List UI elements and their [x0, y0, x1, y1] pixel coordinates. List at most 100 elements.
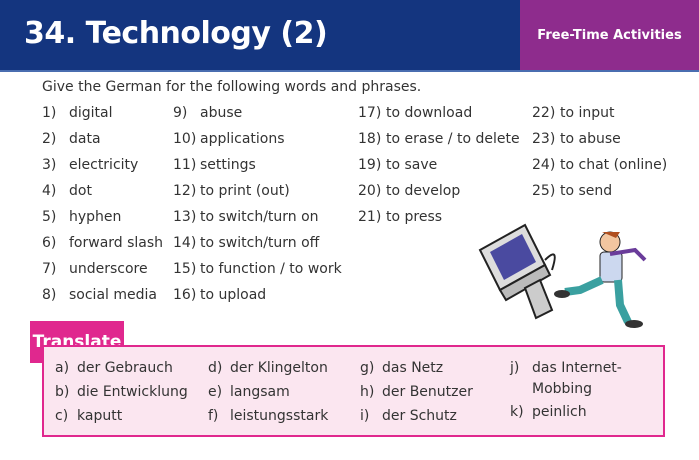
word-item: 1) digital [42, 105, 113, 121]
item-text: die Entwicklung [77, 384, 188, 400]
word-item: 23) to abuse [532, 131, 621, 147]
word-item: 24) to chat (online) [532, 157, 667, 173]
word-item: 9) abuse [173, 105, 242, 121]
item-text: social media [69, 287, 157, 303]
word-item: 4) dot [42, 183, 92, 199]
item-number: 11) [173, 157, 197, 173]
item-text: to save [386, 157, 438, 173]
item-letter: f) [208, 408, 219, 424]
item-text: peinlich [532, 404, 587, 420]
word-item: 6) forward slash [42, 235, 163, 251]
item-text: Mobbing [532, 381, 593, 397]
item-text: to send [560, 183, 613, 199]
item-letter: i) [360, 408, 370, 424]
page-title: 34. Technology (2) [24, 16, 328, 51]
word-item: 8) social media [42, 287, 157, 303]
item-text: to switch/turn on [200, 209, 319, 225]
word-item: 11) settings [173, 157, 256, 173]
word-item: 3) electricity [42, 157, 138, 173]
translate-item: b) die Entwicklung [55, 384, 188, 400]
item-number: 3) [42, 157, 57, 173]
item-letter: c) [55, 408, 69, 424]
item-number: 25) [532, 183, 556, 199]
translate-item: i) der Schutz [360, 408, 457, 424]
divider [0, 70, 699, 72]
item-text: to abuse [560, 131, 621, 147]
item-text: der Klingelton [230, 360, 328, 376]
translate-item: j) das Internet- [510, 360, 622, 376]
item-text: der Benutzer [382, 384, 473, 400]
item-number: 23) [532, 131, 556, 147]
item-letter: h) [360, 384, 375, 400]
item-number: 17) [358, 105, 382, 121]
word-item: 2) data [42, 131, 101, 147]
item-letter: b) [55, 384, 70, 400]
item-number: 7) [42, 261, 57, 277]
item-text: to upload [200, 287, 267, 303]
word-item: 10) applications [173, 131, 285, 147]
item-text: forward slash [69, 235, 164, 251]
category-badge: Free-Time Activities [520, 0, 699, 70]
item-text: to input [560, 105, 615, 121]
item-number: 19) [358, 157, 382, 173]
item-number: 15) [173, 261, 197, 277]
item-text: kaputt [77, 408, 123, 424]
translate-item: k) peinlich [510, 404, 587, 420]
item-text: to print (out) [200, 183, 290, 199]
item-text: to chat (online) [560, 157, 668, 173]
item-text: electricity [69, 157, 139, 173]
instructions: Give the German for the following words … [42, 79, 422, 95]
word-item: 15) to function / to work [173, 261, 342, 277]
item-number: 13) [173, 209, 197, 225]
translate-item: c) kaputt [55, 408, 122, 424]
word-item: 25) to send [532, 183, 612, 199]
header-band: 34. Technology (2) [0, 0, 520, 70]
item-text: to switch/turn off [200, 235, 320, 251]
item-text: das Netz [382, 360, 444, 376]
item-number: 8) [42, 287, 57, 303]
item-letter: a) [55, 360, 70, 376]
item-text: leistungsstark [230, 408, 329, 424]
item-text: abuse [200, 105, 243, 121]
translate-item: a) der Gebrauch [55, 360, 173, 376]
item-number: 21) [358, 209, 382, 225]
item-text: underscore [69, 261, 148, 277]
item-letter: e) [208, 384, 223, 400]
item-text: to press [386, 209, 443, 225]
translate-item: f) leistungsstark [208, 408, 328, 424]
word-item: 16) to upload [173, 287, 266, 303]
word-item: 17) to download [358, 105, 472, 121]
item-number: 14) [173, 235, 197, 251]
item-text: to develop [386, 183, 461, 199]
item-text: das Internet- [532, 360, 622, 376]
translate-item: Mobbing [510, 381, 592, 397]
word-item: 5) hyphen [42, 209, 121, 225]
item-number: 1) [42, 105, 57, 121]
item-letter: g) [360, 360, 375, 376]
item-text: to download [386, 105, 473, 121]
item-text: der Gebrauch [77, 360, 173, 376]
item-text: hyphen [69, 209, 122, 225]
item-number: 12) [173, 183, 197, 199]
item-letter: k) [510, 404, 524, 420]
word-item: 22) to input [532, 105, 615, 121]
item-text: applications [200, 131, 285, 147]
word-item: 18) to erase / to delete [358, 131, 520, 147]
item-text: langsam [230, 384, 290, 400]
item-number: 24) [532, 157, 556, 173]
word-item: 14) to switch/turn off [173, 235, 319, 251]
word-item: 20) to develop [358, 183, 460, 199]
word-item: 12) to print (out) [173, 183, 290, 199]
translate-item: h) der Benutzer [360, 384, 473, 400]
item-number: 22) [532, 105, 556, 121]
item-number: 2) [42, 131, 57, 147]
word-item: 13) to switch/turn on [173, 209, 319, 225]
translate-item: d) der Klingelton [208, 360, 328, 376]
item-number: 9) [173, 105, 188, 121]
item-text: to erase / to delete [386, 131, 520, 147]
item-letter: j) [510, 360, 520, 376]
item-letter: d) [208, 360, 223, 376]
item-text: digital [69, 105, 113, 121]
item-text: dot [69, 183, 92, 199]
item-number: 5) [42, 209, 57, 225]
